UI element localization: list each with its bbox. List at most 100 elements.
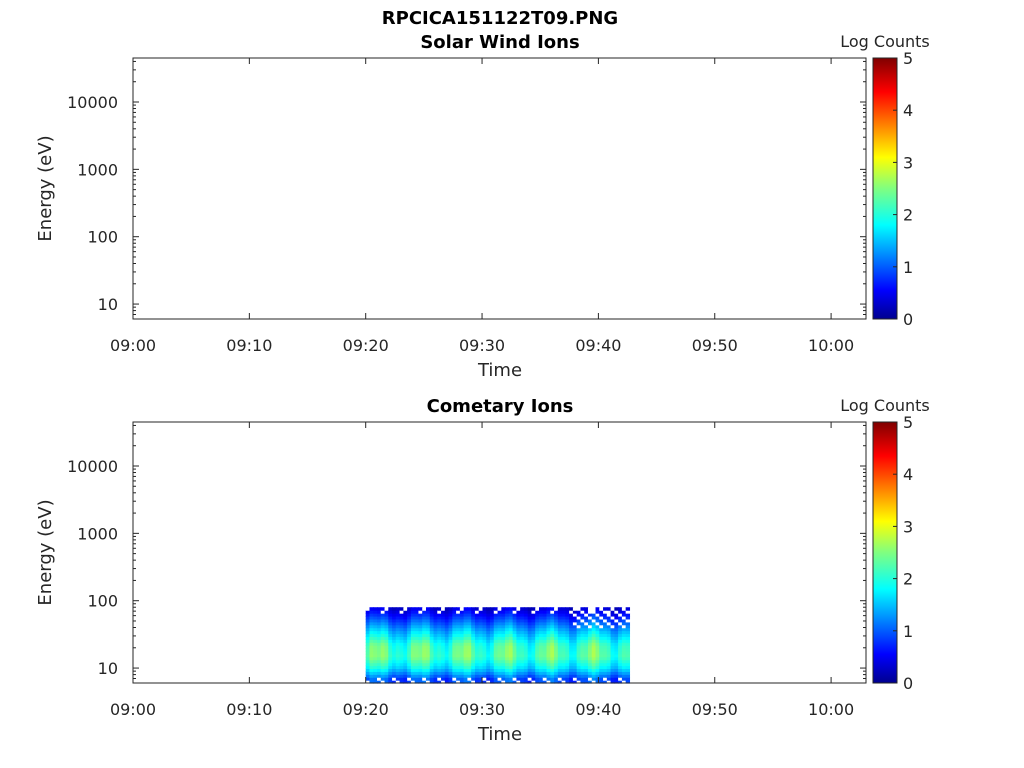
spectrogram-cell <box>505 648 510 652</box>
spectrogram-cell <box>441 648 446 652</box>
spectrogram-cell <box>441 636 446 640</box>
spectrogram-cell <box>561 642 566 646</box>
spectrogram-cell <box>539 618 544 623</box>
spectrogram-cell <box>561 674 566 678</box>
spectrogram-cell <box>625 607 631 611</box>
spectrogram-cell <box>429 656 435 661</box>
spectrogram-cell <box>490 639 495 643</box>
spectrogram-cell <box>418 674 423 678</box>
spectrogram-cell <box>365 618 371 623</box>
spectrogram-cell <box>501 613 506 617</box>
spectrogram-cell <box>546 674 551 678</box>
spectrogram-cell <box>422 633 427 637</box>
spectrogram-cell <box>410 677 416 681</box>
spectrogram-cell <box>441 674 446 678</box>
spectrogram-cell <box>595 665 600 670</box>
spectrogram-cell <box>471 677 476 681</box>
spectrogram-cell <box>482 610 487 614</box>
spectrogram-cell <box>614 607 619 611</box>
spectrogram-cell <box>384 624 389 629</box>
spectrogram-cell <box>369 642 374 646</box>
spectrogram-cell <box>591 653 597 658</box>
spectrogram-cell <box>572 659 578 664</box>
spectrogram-cell <box>520 650 525 655</box>
spectrogram-cell <box>448 607 453 611</box>
spectrogram-cell <box>395 627 401 632</box>
spectrogram-cell <box>523 656 529 661</box>
spectrogram-cell <box>407 642 412 646</box>
spectrogram-cell <box>467 680 472 684</box>
spectrogram-cell <box>557 642 563 646</box>
spectrogram-cell <box>493 653 499 658</box>
x-axis-label: Time <box>477 724 522 745</box>
spectrogram-cell <box>516 630 521 635</box>
spectrogram-cell <box>365 653 371 658</box>
spectrogram-cell <box>508 648 514 652</box>
spectrogram-cell <box>587 674 593 678</box>
spectrogram-cell <box>471 642 476 646</box>
spectrogram-cell <box>392 674 397 678</box>
spectrogram-cell <box>527 618 533 623</box>
spectrogram-cell <box>523 627 529 632</box>
spectrogram-cell <box>591 677 597 681</box>
spectrogram-cell <box>591 645 597 649</box>
spectrogram-cell <box>414 621 420 626</box>
spectrogram-cell <box>603 610 608 614</box>
spectrogram-cell <box>591 633 597 637</box>
spectrogram-cell <box>388 645 393 649</box>
spectrogram-cell <box>407 624 412 629</box>
spectrogram-cell <box>380 610 386 614</box>
spectrogram-cell <box>501 677 506 681</box>
spectrogram-cell <box>610 668 615 672</box>
spectrogram-cell <box>546 645 551 649</box>
spectrogram-cell <box>516 613 521 617</box>
spectrogram-cell <box>418 653 423 658</box>
spectrogram-cell <box>539 671 544 675</box>
spectrogram-cell <box>456 630 461 635</box>
spectrogram-cell <box>497 642 502 646</box>
spectrogram-cell <box>490 627 495 632</box>
spectrogram-cell <box>572 648 578 652</box>
spectrogram-cell <box>452 680 457 684</box>
spectrogram-cell <box>572 633 578 637</box>
spectrogram-cell <box>456 671 461 675</box>
spectrogram-cell <box>614 648 619 652</box>
spectrogram-cell <box>418 665 423 670</box>
spectrogram-cell <box>606 656 612 661</box>
spectrogram-cell <box>595 630 600 635</box>
spectrogram-cell <box>437 650 442 655</box>
spectrogram-cell <box>456 624 461 629</box>
spectrogram-cell <box>531 636 536 640</box>
spectrogram-cell <box>505 639 510 643</box>
spectrogram-cell <box>505 656 510 661</box>
spectrogram-cell <box>441 615 446 620</box>
spectrogram-cell <box>392 633 397 637</box>
spectrogram-cell <box>576 668 582 672</box>
spectrogram-cell <box>384 610 389 614</box>
spectrogram-cell <box>422 680 427 684</box>
spectrogram-cell <box>444 650 450 655</box>
spectrogram-cell <box>422 618 427 623</box>
spectrogram-cell <box>380 618 386 623</box>
spectrogram-cell <box>565 674 570 678</box>
spectrogram-cell <box>414 639 420 643</box>
spectrogram-cell <box>572 680 578 684</box>
spectrogram-cell <box>377 636 382 640</box>
spectrogram-cell <box>599 621 604 626</box>
spectrogram-cell <box>478 680 484 684</box>
y-tick-label: 10000 <box>67 457 118 476</box>
spectrogram-cell <box>388 633 393 637</box>
spectrogram-cell <box>531 677 536 681</box>
spectrogram-cell <box>478 645 484 649</box>
spectrogram-cell <box>471 656 476 661</box>
spectrogram-cell <box>365 659 371 664</box>
spectrogram-cell <box>441 659 446 664</box>
spectrogram-cell <box>512 639 517 643</box>
spectrogram-cell <box>395 630 401 635</box>
spectrogram-cell <box>614 645 619 649</box>
spectrogram-cell <box>425 677 431 681</box>
spectrogram-cell <box>539 613 544 617</box>
spectrogram-cell <box>535 648 540 652</box>
spectrogram-cell <box>584 665 589 670</box>
spectrogram-cell <box>561 621 566 626</box>
